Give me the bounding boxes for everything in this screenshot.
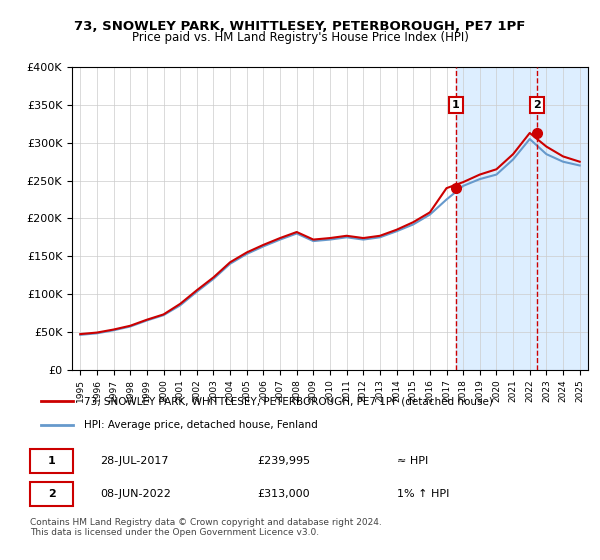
Text: HPI: Average price, detached house, Fenland: HPI: Average price, detached house, Fenl… (84, 419, 318, 430)
Text: 2: 2 (48, 489, 55, 499)
FancyBboxPatch shape (30, 482, 73, 506)
Text: 1: 1 (48, 456, 55, 465)
Text: £239,995: £239,995 (257, 456, 310, 465)
Text: ≈ HPI: ≈ HPI (397, 456, 428, 465)
Text: 1% ↑ HPI: 1% ↑ HPI (397, 489, 449, 499)
Text: 73, SNOWLEY PARK, WHITTLESEY, PETERBOROUGH, PE7 1PF: 73, SNOWLEY PARK, WHITTLESEY, PETERBOROU… (74, 20, 526, 32)
Text: 73, SNOWLEY PARK, WHITTLESEY, PETERBOROUGH, PE7 1PF (detached house): 73, SNOWLEY PARK, WHITTLESEY, PETERBOROU… (84, 396, 493, 407)
Text: 2: 2 (533, 100, 541, 110)
FancyBboxPatch shape (30, 449, 73, 473)
Text: 08-JUN-2022: 08-JUN-2022 (100, 489, 171, 499)
Bar (456, 67, 588, 370)
Text: Contains HM Land Registry data © Crown copyright and database right 2024.
This d: Contains HM Land Registry data © Crown c… (30, 518, 382, 538)
Text: 28-JUL-2017: 28-JUL-2017 (100, 456, 169, 465)
Text: £313,000: £313,000 (257, 489, 310, 499)
Text: Price paid vs. HM Land Registry's House Price Index (HPI): Price paid vs. HM Land Registry's House … (131, 31, 469, 44)
Text: 1: 1 (452, 100, 460, 110)
